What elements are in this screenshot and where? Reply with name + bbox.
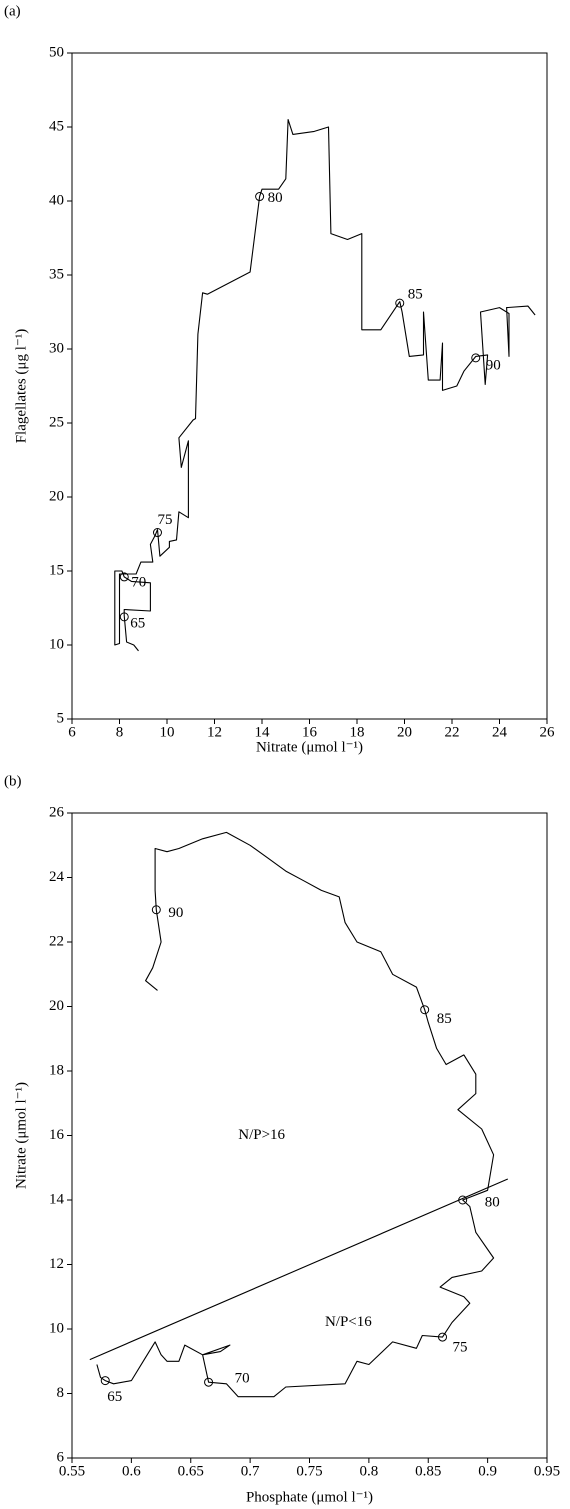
x-tick-label: 0.55 [59, 1463, 85, 1479]
point-marker [119, 572, 129, 582]
y-tick-label: 30 [49, 340, 64, 356]
point-label: 90 [486, 357, 501, 373]
point-marker [204, 1377, 214, 1387]
point-marker [471, 353, 481, 363]
point-marker [395, 298, 405, 308]
point-marker [153, 528, 162, 538]
y-tick-label: 10 [49, 636, 64, 652]
x-tick-label: 0.7 [241, 1463, 260, 1479]
y-tick-label: 20 [49, 998, 64, 1014]
x-axis-label: Phosphate (μmol l⁻¹) [246, 1489, 373, 1505]
y-tick-label: 12 [49, 1256, 64, 1272]
data-line [89, 1178, 509, 1361]
y-axis-label: Nitrate (μmol l⁻¹) [13, 1082, 29, 1189]
point-label: 90 [168, 905, 183, 921]
y-tick-label: 5 [57, 710, 65, 726]
x-tick-label: 0.8 [360, 1463, 379, 1479]
x-tick-label: 14 [255, 724, 271, 740]
panel-label: (a) [4, 3, 21, 19]
y-tick-label: 15 [49, 562, 64, 578]
point-label: 85 [437, 1011, 452, 1027]
y-tick-label: 22 [49, 933, 64, 949]
x-tick-label: 0.95 [534, 1463, 560, 1479]
point-label: 75 [453, 1340, 468, 1356]
y-tick-label: 8 [57, 1385, 65, 1401]
x-tick-label: 18 [350, 724, 365, 740]
x-tick-label: 0.65 [178, 1463, 204, 1479]
panel-label: (b) [4, 773, 22, 789]
point-label: 70 [235, 1371, 250, 1387]
x-tick-label: 16 [302, 724, 318, 740]
x-axis-label: Nitrate (μmol l⁻¹) [256, 739, 363, 755]
point-label: 75 [158, 512, 173, 528]
x-tick-label: 12 [207, 724, 222, 740]
y-tick-label: 26 [49, 804, 65, 820]
y-tick-label: 35 [49, 266, 64, 282]
y-tick-label: 6 [57, 1449, 65, 1465]
y-tick-label: 16 [49, 1127, 65, 1143]
point-label: 80 [485, 1194, 500, 1210]
x-tick-label: 6 [68, 724, 76, 740]
x-tick-label: 0.6 [122, 1463, 141, 1479]
y-axis-label: Flagellates (μg l⁻¹) [13, 329, 29, 444]
point-label: 65 [107, 1389, 122, 1405]
point-marker [438, 1332, 447, 1342]
point-marker [458, 1195, 468, 1205]
x-tick-label: 20 [397, 724, 412, 740]
y-tick-label: 14 [49, 1191, 65, 1207]
point-marker [119, 612, 129, 622]
region-label: N/P<16 [325, 1314, 372, 1330]
x-tick-label: 8 [116, 724, 124, 740]
x-tick-label: 22 [445, 724, 460, 740]
x-tick-label: 0.75 [296, 1463, 322, 1479]
point-label: 85 [408, 287, 423, 303]
x-tick-label: 0.85 [415, 1463, 441, 1479]
point-marker [420, 1005, 430, 1015]
y-tick-label: 50 [49, 44, 64, 60]
point-marker [151, 905, 161, 915]
y-tick-label: 20 [49, 488, 64, 504]
x-tick-label: 0.9 [478, 1463, 497, 1479]
y-tick-label: 45 [49, 118, 64, 134]
point-label: 70 [131, 574, 146, 590]
x-tick-label: 24 [492, 724, 508, 740]
point-label: 65 [130, 615, 145, 631]
point-marker [255, 192, 265, 202]
point-marker [100, 1376, 110, 1386]
y-tick-label: 18 [49, 1062, 64, 1078]
data-line [114, 119, 536, 652]
data-line [96, 831, 495, 1398]
region-label: N/P>16 [238, 1127, 285, 1143]
point-label: 80 [268, 190, 283, 206]
y-tick-label: 40 [49, 192, 64, 208]
y-tick-label: 25 [49, 414, 64, 430]
x-tick-label: 10 [160, 724, 175, 740]
x-tick-label: 26 [540, 724, 556, 740]
y-tick-label: 10 [49, 1320, 64, 1336]
y-tick-label: 24 [49, 869, 65, 885]
